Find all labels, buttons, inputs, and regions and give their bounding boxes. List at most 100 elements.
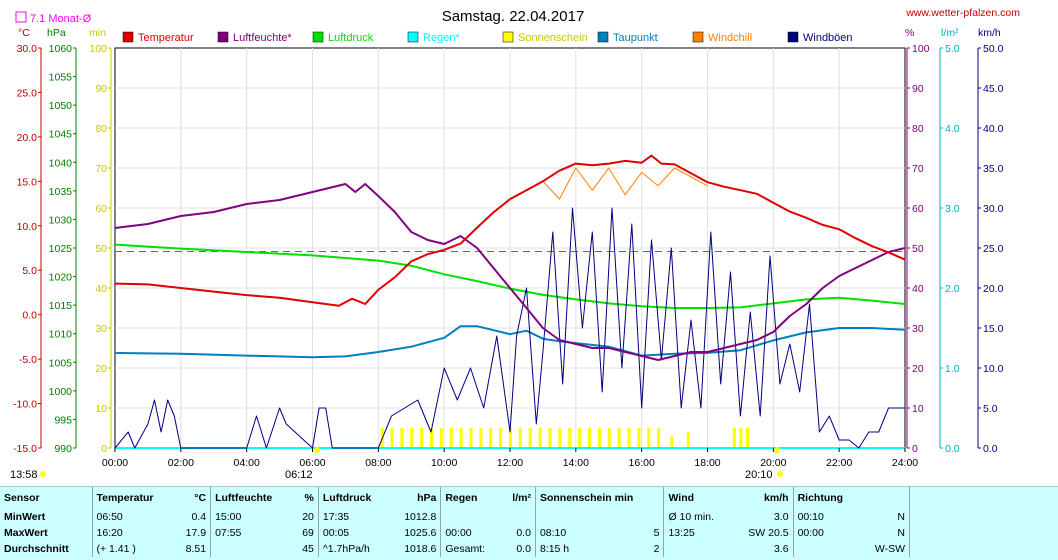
stats-cell-label: MaxWert bbox=[0, 525, 92, 541]
stats-cell-dir-time: 00:00 bbox=[793, 525, 861, 541]
sunshine-bar bbox=[529, 428, 532, 448]
temp-tick-label: 10.0 bbox=[17, 221, 38, 233]
stats-cell-press-val: 1025.6 bbox=[390, 525, 441, 541]
legend-swatch-4 bbox=[503, 32, 513, 42]
pct-tick-label: 40 bbox=[912, 283, 924, 295]
pct-tick-label: 60 bbox=[912, 203, 924, 215]
sunshine-bar bbox=[687, 432, 690, 448]
wind-tick-label: 20.0 bbox=[983, 283, 1004, 295]
sunshine-bar bbox=[578, 428, 581, 448]
sunshine-bar bbox=[489, 428, 492, 448]
sunshine-bar bbox=[608, 428, 611, 448]
stats-cell-hum-time: 15:00 bbox=[211, 509, 293, 525]
stats-cell-wind-time bbox=[664, 541, 732, 557]
sunshine-bar bbox=[670, 436, 673, 448]
sunshine-bar bbox=[746, 428, 749, 448]
wind-tick-label: 5.0 bbox=[983, 403, 998, 415]
hpa-tick-label: 1000 bbox=[49, 386, 73, 398]
rain-tick-label: 1.0 bbox=[945, 363, 960, 375]
stats-cell-temp-val: 0.4 bbox=[174, 509, 210, 525]
temp-tick-label: -5.0 bbox=[19, 354, 37, 366]
press-unit-header: hPa bbox=[390, 487, 441, 509]
stats-cell-press-time: 17:35 bbox=[318, 509, 389, 525]
hpa-tick-label: 1020 bbox=[49, 272, 73, 284]
sunshine-bar bbox=[568, 428, 571, 448]
legend-swatch-0 bbox=[123, 32, 133, 42]
sunshine-bar bbox=[539, 428, 542, 448]
stats-panel: Sensor Temperatur °C Luftfeuchte % Luftd… bbox=[0, 486, 1058, 560]
min-tick-label: 60 bbox=[95, 203, 107, 215]
sun-header: Sonnenschein min bbox=[535, 487, 664, 509]
stats-cell-press-time: ^1.7hPa/h bbox=[318, 541, 389, 557]
stats-cell-press-val: 1012.8 bbox=[390, 509, 441, 525]
sun-icon bbox=[40, 471, 46, 477]
stats-cell-empty bbox=[910, 541, 1058, 557]
sunshine-bar bbox=[549, 428, 552, 448]
rain-tick-label: 0.0 bbox=[945, 443, 960, 455]
stats-cell-hum-time bbox=[211, 541, 293, 557]
min-tick-label: 70 bbox=[95, 163, 107, 175]
monthly-avg-label: 7.1 Monat-Ø bbox=[30, 13, 92, 25]
temp-unit-label: °C bbox=[18, 27, 30, 39]
stats-cell-wind-val: SW 20.5 bbox=[732, 525, 793, 541]
legend-label-3: Regen* bbox=[423, 32, 460, 44]
stats-cell-rain-val: 0.0 bbox=[501, 541, 535, 557]
stats-cell-sun-time: 08:10 bbox=[535, 525, 628, 541]
min-unit-label: min bbox=[89, 27, 106, 39]
stats-cell-hum-time: 07:55 bbox=[211, 525, 293, 541]
wind-unit-header: km/h bbox=[732, 487, 793, 509]
rain-tick-label: 3.0 bbox=[945, 203, 960, 215]
stats-cell-temp-time: 06:50 bbox=[92, 509, 174, 525]
legend-label-2: Luftdruck bbox=[328, 32, 374, 44]
stats-cell-rain-time bbox=[441, 509, 502, 525]
sunshine-bar bbox=[470, 428, 473, 448]
sunshine-bar bbox=[479, 428, 482, 448]
stats-cell-dir-time bbox=[793, 541, 861, 557]
hpa-unit-label: hPa bbox=[47, 27, 66, 39]
stats-cell-temp-val: 8.51 bbox=[174, 541, 210, 557]
hpa-tick-label: 1045 bbox=[49, 129, 73, 141]
temp-tick-label: 25.0 bbox=[17, 87, 38, 99]
x-tick-label: 00:00 bbox=[102, 457, 128, 469]
sunshine-bar bbox=[588, 428, 591, 448]
sunrise-label: 06:12 bbox=[285, 469, 313, 481]
x-tick-label: 24:00 bbox=[892, 457, 918, 469]
hpa-tick-label: 1025 bbox=[49, 243, 73, 255]
pct-tick-label: 70 bbox=[912, 163, 924, 175]
wind-tick-label: 35.0 bbox=[983, 163, 1004, 175]
rain-unit-label: l/m² bbox=[941, 27, 959, 39]
start-time-label: 13:58 bbox=[10, 469, 38, 481]
sunset-icon-small bbox=[777, 471, 783, 477]
pct-tick-label: 50 bbox=[912, 243, 924, 255]
rain-unit-header: l/m² bbox=[501, 487, 535, 509]
hpa-tick-label: 1050 bbox=[49, 100, 73, 112]
stats-cell-hum-val: 45 bbox=[293, 541, 318, 557]
stats-cell-wind-time: Ø 10 min. bbox=[664, 509, 732, 525]
temp-tick-label: 20.0 bbox=[17, 132, 38, 144]
stats-cell-sun-val: 5 bbox=[629, 525, 664, 541]
legend-swatch-1 bbox=[218, 32, 228, 42]
legend-label-7: Windböen bbox=[803, 32, 853, 44]
stats-cell-empty bbox=[910, 525, 1058, 541]
sunshine-bar bbox=[558, 428, 561, 448]
sunshine-bar bbox=[460, 428, 463, 448]
legend-swatch-3 bbox=[408, 32, 418, 42]
stats-cell-rain-time: 00:00 bbox=[441, 525, 502, 541]
weather-chart: Samstag. 22.04.2017 www.wetter-pfalzen.c… bbox=[0, 0, 1058, 486]
website-link[interactable]: www.wetter-pfalzen.com bbox=[905, 7, 1020, 19]
min-tick-label: 50 bbox=[95, 243, 107, 255]
temp-tick-label: 5.0 bbox=[22, 265, 37, 277]
stats-cell-dir-val: N bbox=[861, 509, 910, 525]
pct-tick-label: 90 bbox=[912, 83, 924, 95]
pct-tick-label: 80 bbox=[912, 123, 924, 135]
x-tick-label: 10:00 bbox=[431, 457, 457, 469]
stats-cell-temp-val: 17.9 bbox=[174, 525, 210, 541]
pct-tick-label: 100 bbox=[912, 43, 930, 55]
hpa-tick-label: 1030 bbox=[49, 214, 73, 226]
x-tick-label: 18:00 bbox=[694, 457, 720, 469]
hum-header: Luftfeuchte bbox=[211, 487, 293, 509]
sunshine-bar bbox=[519, 428, 522, 448]
stats-cell-hum-val: 69 bbox=[293, 525, 318, 541]
